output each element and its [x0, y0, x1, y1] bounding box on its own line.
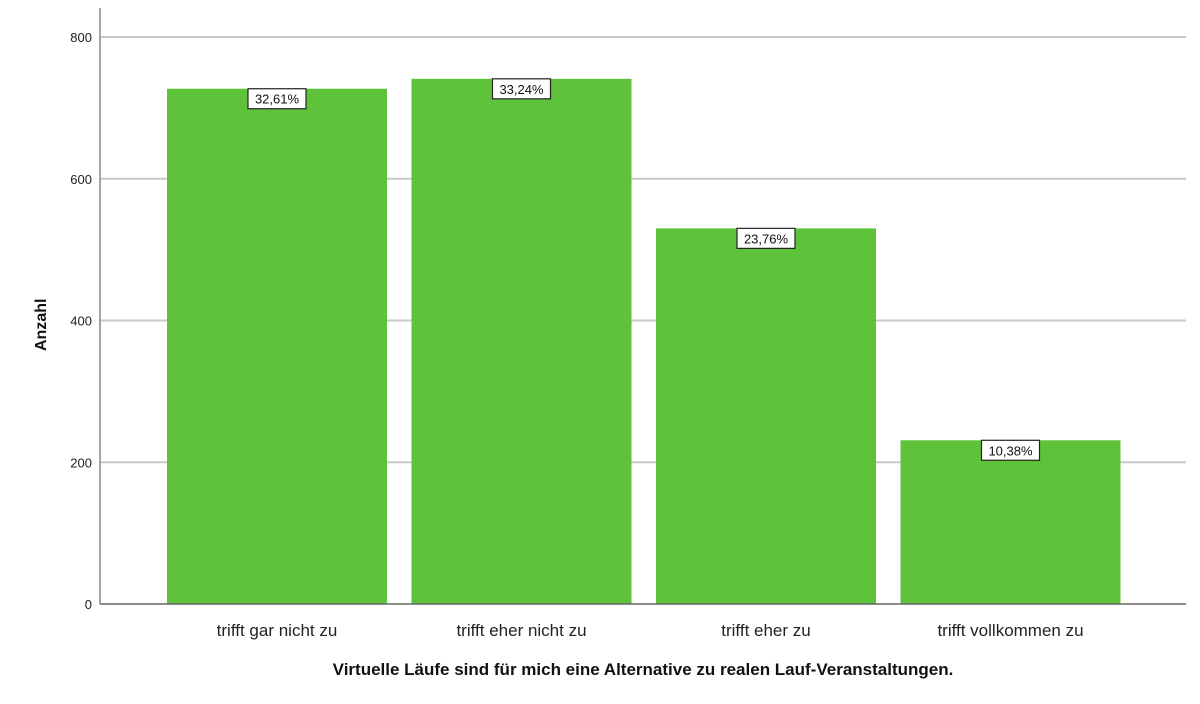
bar [167, 88, 387, 604]
axes [99, 8, 1186, 605]
y-axis-label: Anzahl [33, 298, 50, 351]
y-tick-label: 0 [85, 597, 92, 612]
percent-label: 23,76% [744, 231, 789, 246]
x-tick-labels: trifft gar nicht zu trifft eher nicht zu t… [217, 621, 1084, 640]
percent-label: 33,24% [499, 82, 544, 97]
y-tick-label: 400 [70, 314, 92, 329]
bar [411, 78, 632, 604]
y-tick-label: 600 [70, 172, 92, 187]
percent-label-box [491, 78, 552, 100]
percent-label: 32,61% [255, 92, 300, 107]
bars [167, 78, 1121, 605]
x-tick-label: trifft eher nicht zu [456, 621, 586, 640]
percent-label-box [736, 227, 796, 249]
percent-labels: 32,61% 33,24% 23,76% 10,38% [247, 78, 1041, 461]
percent-label-box [247, 88, 307, 110]
y-tick-labels: 0 200 400 600 800 [70, 30, 92, 612]
percent-label-box [980, 439, 1041, 461]
bar [656, 228, 876, 605]
bar [900, 440, 1121, 604]
y-tick-label: 800 [70, 30, 92, 45]
y-tick-label: 200 [70, 455, 92, 470]
x-axis-title: Virtuelle Läufe sind für mich eine Alter… [332, 660, 954, 679]
x-tick-label: trifft gar nicht zu [217, 621, 338, 640]
x-tick-label: trifft eher zu [721, 621, 810, 640]
x-tick-label: trifft vollkommen zu [937, 621, 1083, 640]
percent-label: 10,38% [988, 443, 1033, 458]
